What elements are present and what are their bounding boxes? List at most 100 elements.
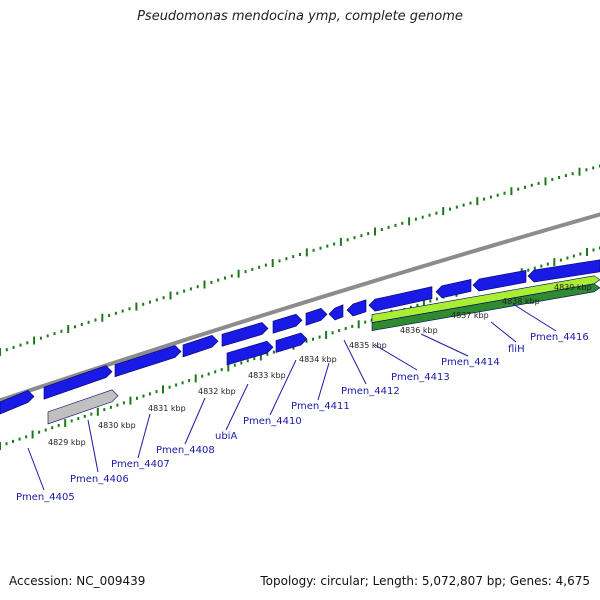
inner-tick-mark — [175, 383, 178, 387]
genome-summary-text: Topology: circular; Length: 5,072,807 bp… — [260, 574, 590, 588]
outer-tick-mark — [312, 248, 315, 252]
gene-arrow — [114, 345, 182, 378]
gene-arrow — [368, 286, 433, 312]
outer-tick-mark — [278, 259, 281, 263]
inner-tick-mark — [96, 407, 99, 416]
map-title: Pseudomonas mendocina ymp, complete geno… — [137, 9, 463, 24]
inner-tick-mark — [533, 266, 536, 270]
inner-tick-mark — [527, 268, 530, 272]
outer-tick-mark — [33, 336, 36, 345]
inner-tick-mark — [592, 248, 595, 252]
outer-tick-mark — [74, 325, 76, 329]
outer-tick-mark — [203, 280, 206, 289]
inner-tick-mark — [194, 374, 197, 383]
outer-tick-mark — [176, 291, 179, 295]
gene-arrow — [221, 322, 269, 347]
inner-tick-mark — [0, 442, 1, 450]
outer-tick-mark — [537, 181, 540, 185]
gene-arrow — [472, 269, 527, 292]
outer-tick-mark — [196, 285, 199, 289]
gene-label: Pmen_4416 — [530, 332, 589, 343]
kbp-tick-label: 4832 kbp — [198, 387, 236, 396]
outer-tick-mark — [462, 203, 465, 207]
gene-label-leader — [184, 397, 206, 445]
outer-tick-mark — [299, 253, 301, 256]
gene-label: Pmen_4407 — [111, 459, 170, 470]
kbp-tick-label: 4835 kbp — [349, 341, 387, 350]
label-leader-lines — [27, 303, 557, 491]
gene-label: Pmen_4406 — [70, 474, 129, 485]
inner-tick-mark — [220, 368, 223, 372]
outer-tick-mark — [455, 205, 458, 209]
gene-arrow — [0, 390, 35, 415]
kbp-tick-label: 4837 kbp — [451, 311, 489, 320]
inner-tick-mark — [436, 297, 438, 301]
gene-arrow — [435, 279, 472, 299]
inner-tick-mark — [429, 299, 432, 303]
gene-label-leader — [87, 419, 99, 473]
kbp-tick-label: 4830 kbp — [98, 421, 136, 430]
outer-tick-mark — [101, 313, 104, 322]
inner-tick-mark — [155, 390, 158, 394]
genome-backbone — [0, 212, 600, 403]
outer-tick-mark — [319, 246, 322, 250]
outer-tick-mark — [87, 320, 90, 324]
kbp-tick-label: 4833 kbp — [248, 371, 286, 380]
gene-label-leader — [420, 333, 469, 357]
inner-tick-mark — [188, 379, 191, 383]
outer-tick-mark — [19, 343, 22, 347]
outer-tick-mark — [449, 207, 451, 211]
accession-text: Accession: NC_009439 — [9, 574, 146, 588]
inner-tick-mark — [149, 392, 151, 396]
outer-tick-mark — [374, 227, 376, 236]
inner-tick-mark — [122, 401, 125, 405]
outer-tick-mark — [258, 265, 261, 269]
inner-tick-mark — [422, 299, 425, 308]
gene-label-leader — [137, 413, 151, 459]
inner-tick-mark — [129, 396, 132, 405]
outer-tick-mark — [305, 248, 308, 257]
gene-arrow — [182, 334, 219, 358]
kbp-tick-label: 4829 kbp — [48, 438, 86, 447]
gene-features — [0, 259, 600, 425]
outer-tick-mark — [414, 217, 417, 221]
outer-tick-mark — [12, 345, 15, 349]
inner-tick-mark — [5, 442, 8, 446]
outer-tick-mark — [292, 255, 295, 259]
gene-label-leader — [225, 383, 249, 431]
outer-tick-mark — [326, 244, 329, 248]
inner-tick-mark — [240, 361, 243, 365]
gene-label: Pmen_4411 — [291, 401, 350, 412]
outer-tick-mark — [237, 269, 240, 278]
gene-label-leader — [512, 303, 557, 332]
gene-label: Pmen_4408 — [156, 445, 215, 456]
inner-tick-mark — [344, 327, 347, 330]
gene-label: Pmen_4405 — [16, 492, 75, 503]
inner-tick-mark — [233, 363, 236, 367]
outer-tick-mark — [571, 172, 574, 176]
kbp-tick-label: 4839 kbp — [554, 283, 592, 292]
gene-label: fliH — [508, 344, 525, 355]
outer-tick-mark — [26, 341, 29, 345]
gene-arrow — [226, 340, 274, 366]
outer-tick-mark — [210, 280, 213, 284]
outer-tick-mark — [578, 167, 581, 176]
inner-tick-mark — [70, 419, 73, 423]
outer-tick-mark — [558, 176, 561, 179]
outer-tick-mark — [149, 300, 151, 304]
inner-tick-mark — [364, 320, 367, 324]
inner-tick-mark — [325, 330, 328, 339]
gene-arrow — [272, 313, 303, 334]
inner-tick-mark — [253, 357, 256, 361]
outer-tick-mark — [67, 325, 70, 334]
inner-tick-mark — [559, 258, 562, 262]
outer-tick-mark — [224, 276, 226, 280]
inner-tick-mark — [546, 262, 549, 266]
outer-tick-mark — [230, 274, 233, 278]
outer-tick-mark — [339, 237, 342, 246]
inner-tick-mark — [77, 417, 80, 421]
pseudogene-arrow — [47, 389, 119, 425]
gene-arrow — [346, 299, 367, 317]
outer-tick-mark — [408, 217, 411, 226]
outer-tick-mark — [469, 201, 472, 205]
